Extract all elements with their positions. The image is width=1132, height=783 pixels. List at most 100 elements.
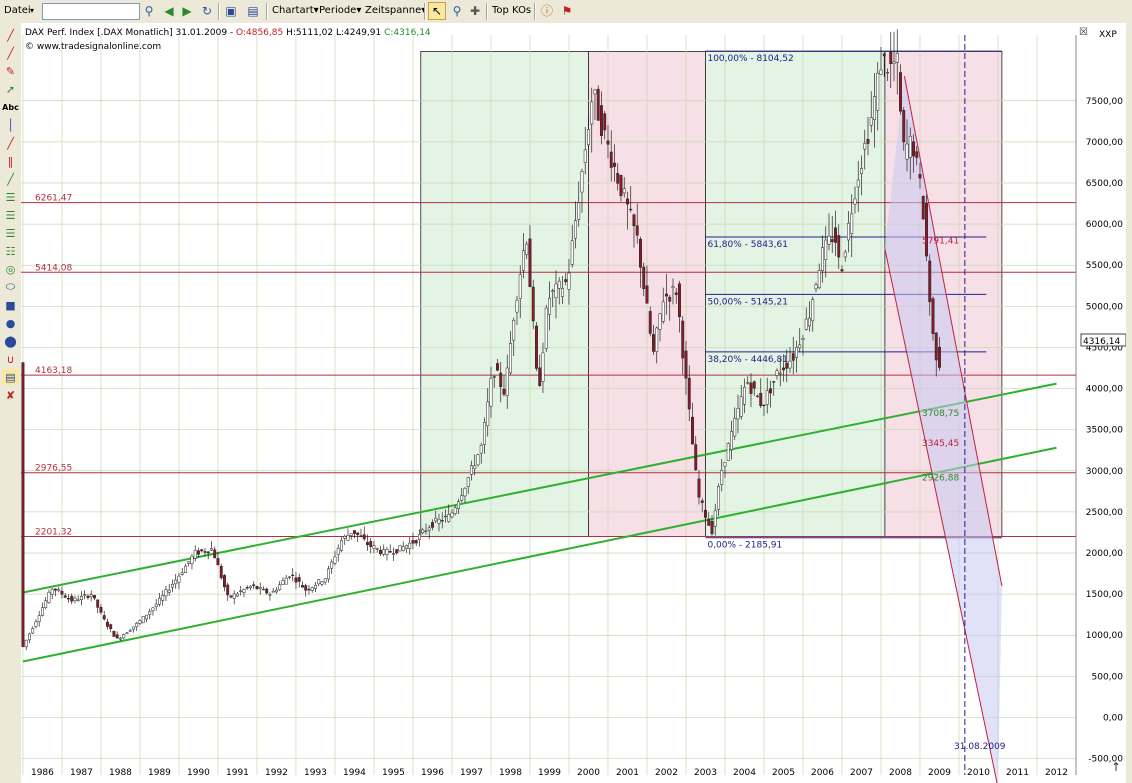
candle-down	[21, 362, 25, 647]
candle-up	[89, 594, 93, 597]
candle-up	[574, 220, 577, 239]
candle-down	[697, 478, 701, 498]
layers-icon[interactable]: ▤	[2, 369, 19, 385]
periode-menu[interactable]: Periode▾	[319, 2, 361, 20]
candle-down	[379, 549, 382, 555]
candle-down	[362, 534, 366, 540]
channel-tool-icon[interactable]: ╱	[7, 172, 14, 186]
symbol-search-input[interactable]	[42, 3, 140, 20]
candle-down	[928, 260, 932, 302]
candle-down	[99, 607, 103, 613]
arrow-tool-icon[interactable]: ➚	[5, 82, 16, 96]
candle-up	[327, 568, 330, 580]
zoom-icon[interactable]: ⚲	[452, 4, 462, 18]
candle-down	[925, 203, 928, 257]
candle-up	[424, 530, 428, 532]
x-tick-label: 2003	[694, 768, 717, 778]
search-icon[interactable]: ⚲	[144, 4, 154, 18]
toolbar-divider	[486, 3, 488, 20]
candle-up	[671, 286, 675, 288]
candle-down	[229, 595, 233, 598]
candle-down	[609, 151, 613, 168]
parallel-lines-icon[interactable]: ‖	[7, 154, 14, 168]
fib-fan-icon[interactable]: ☰	[5, 208, 16, 222]
candle-up	[249, 585, 252, 589]
help-icon[interactable]: ⓘ	[540, 4, 553, 18]
candle-down	[749, 382, 753, 394]
candle-up	[190, 555, 194, 564]
right-scrollbar[interactable]	[1126, 23, 1132, 783]
y-tick-label: 6000,00	[1086, 220, 1123, 230]
candle-down	[531, 286, 535, 322]
scroll-up-icon[interactable]: ↑	[1111, 760, 1121, 774]
rectangle-tool-icon[interactable]: ■	[5, 298, 16, 312]
file-menu[interactable]: Datei	[4, 5, 31, 16]
candle-up	[892, 61, 896, 64]
save-icon[interactable]: ▣	[225, 4, 237, 18]
candle-up	[730, 431, 733, 451]
candle-up	[814, 284, 818, 290]
candle-up	[847, 222, 850, 241]
arc-tool-icon[interactable]: ◎	[5, 262, 16, 276]
properties-icon[interactable]: ▤	[247, 4, 259, 18]
x-tick-label: 2001	[616, 768, 639, 778]
candle-up	[385, 549, 389, 555]
flag-icon[interactable]: ⚑	[561, 4, 573, 18]
candle-up	[544, 307, 548, 349]
crosshair-icon[interactable]: ✚	[469, 4, 481, 18]
candle-down	[931, 298, 935, 334]
zeitspanne-menu[interactable]: Zeitspanne▾	[365, 2, 426, 20]
candle-up	[314, 585, 317, 589]
fibonacci-tool-icon[interactable]: ☰	[5, 190, 16, 204]
price-chart[interactable]: 6261,47 5414,08 4163,18 2976,55 2201,32 100,…	[21, 23, 1126, 783]
y-tick-label: 5000,00	[1086, 302, 1123, 312]
ray-tool-icon[interactable]: ╱	[7, 46, 14, 60]
candle-up	[392, 553, 395, 555]
candle-up	[382, 549, 386, 555]
line-tool-icon[interactable]: ╱	[7, 28, 14, 42]
candle-up	[798, 344, 802, 349]
candle-down	[606, 140, 610, 145]
candle-up	[720, 470, 724, 485]
candle-up	[41, 607, 44, 616]
candle-down	[414, 540, 418, 544]
candle-up	[717, 486, 720, 510]
trend-line-icon[interactable]: ╱	[7, 136, 14, 150]
cursor-icon[interactable]: ↖	[428, 2, 446, 20]
candle-up	[808, 317, 811, 327]
sphere-tool-icon[interactable]: ⬤	[4, 334, 17, 348]
price-annotation: 3708,75	[922, 409, 959, 419]
y-tick-label: 4500,00	[1086, 343, 1123, 353]
forward-arrow-icon[interactable]: ▶	[182, 4, 192, 18]
magnet-icon[interactable]: ∪	[6, 352, 15, 366]
x-tick-label: 1993	[304, 768, 327, 778]
back-arrow-icon[interactable]: ◀	[164, 4, 174, 18]
candle-up	[811, 299, 815, 322]
close-chart-icon[interactable]: ☒	[1079, 27, 1088, 38]
top-kos-button[interactable]: Top KOs	[492, 5, 532, 16]
candle-up	[271, 590, 275, 593]
header-title: DAX Perf. Index [.DAX Monatlich] 31.01.2…	[25, 28, 236, 38]
file-menu-dropdown-icon[interactable]: ▾	[30, 6, 35, 15]
circle-tool-icon[interactable]: ●	[5, 316, 16, 330]
fibonacci-label: 61,80% - 5843,61	[707, 240, 788, 250]
candle-up	[479, 444, 483, 454]
delete-drawings-icon[interactable]: ✘	[5, 388, 16, 402]
candle-down	[304, 585, 308, 591]
candle-up	[505, 367, 509, 396]
ellipse-tool-icon[interactable]: ⬭	[5, 280, 16, 293]
x-tick-label: 2005	[772, 768, 795, 778]
candle-up	[83, 594, 87, 596]
cycle-tool-icon[interactable]: ☷	[5, 244, 16, 258]
candle-down	[366, 542, 369, 545]
refresh-icon[interactable]: ↻	[201, 4, 213, 18]
gann-tool-icon[interactable]: ☰	[5, 226, 16, 240]
candle-down	[840, 269, 844, 272]
text-tool-icon[interactable]: Abc	[2, 102, 19, 112]
y-tick-label: 7000,00	[1086, 138, 1123, 148]
candle-down	[255, 586, 259, 590]
vertical-line-icon[interactable]: │	[7, 118, 14, 132]
chevron-down-icon: ▾	[313, 5, 319, 16]
chartart-menu[interactable]: Chartart▾	[272, 2, 319, 20]
pencil-tool-icon[interactable]: ✎	[5, 64, 16, 78]
